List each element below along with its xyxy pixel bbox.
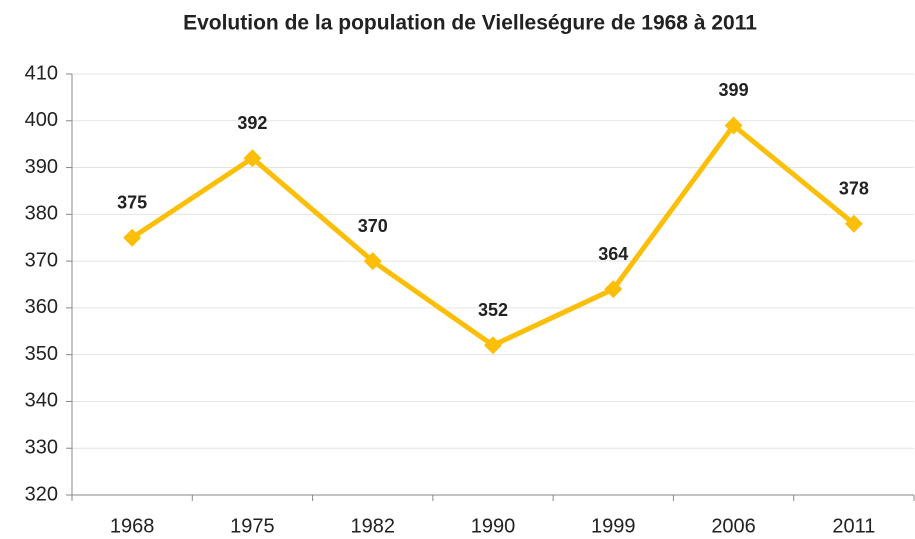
marker xyxy=(363,252,382,271)
data-label: 378 xyxy=(839,178,869,198)
x-tick-label: 1968 xyxy=(110,515,155,537)
x-tick-label: 1990 xyxy=(471,515,516,537)
y-tick-label: 380 xyxy=(25,203,58,225)
y-tick-label: 330 xyxy=(25,437,58,459)
y-tick-label: 350 xyxy=(25,343,58,365)
y-tick-label: 340 xyxy=(25,390,58,412)
data-label: 352 xyxy=(478,300,508,320)
y-tick-label: 400 xyxy=(25,109,58,131)
marker xyxy=(243,149,262,168)
y-tick-label: 360 xyxy=(25,296,58,318)
data-label: 370 xyxy=(358,216,388,236)
marker xyxy=(844,214,863,233)
marker xyxy=(724,116,743,135)
marker xyxy=(604,280,623,299)
x-tick-label: 2011 xyxy=(832,515,875,537)
x-tick-label: 1975 xyxy=(230,515,275,537)
marker xyxy=(123,228,142,247)
y-tick-label: 320 xyxy=(25,483,58,505)
data-label: 364 xyxy=(598,244,628,264)
x-tick-label: 1999 xyxy=(591,515,636,537)
y-tick-label: 370 xyxy=(25,249,58,271)
data-label: 375 xyxy=(117,192,147,212)
chart-title: Evolution de la population de Vielleségu… xyxy=(183,12,757,35)
data-label: 399 xyxy=(719,80,749,100)
y-tick-label: 410 xyxy=(25,62,58,84)
x-tick-label: 1982 xyxy=(350,515,395,537)
data-label: 392 xyxy=(237,113,267,133)
x-tick-label: 2006 xyxy=(711,515,756,537)
marker xyxy=(484,336,502,355)
y-tick-label: 390 xyxy=(25,156,58,178)
